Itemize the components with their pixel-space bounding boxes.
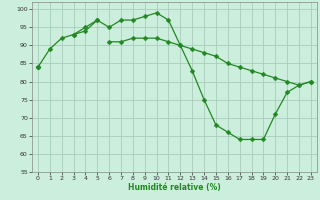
X-axis label: Humidité relative (%): Humidité relative (%) (128, 183, 221, 192)
